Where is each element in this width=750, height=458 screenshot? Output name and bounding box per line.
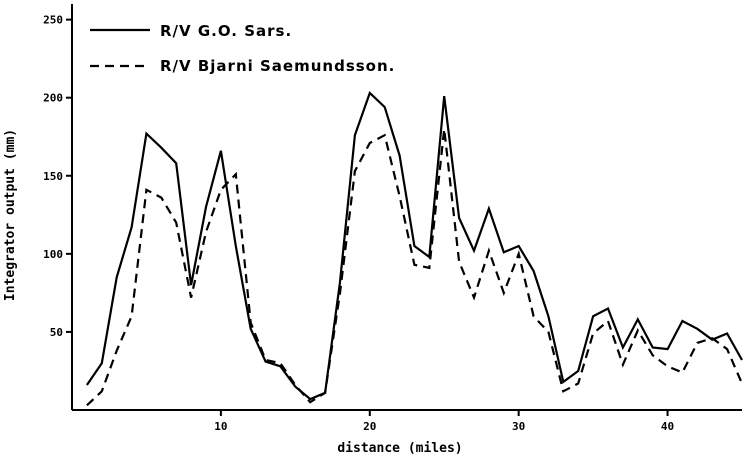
- y-axis-label: Integrator output (mm): [3, 129, 18, 301]
- legend: R/V G.O. Sars. R/V Bjarni Saemundsson.: [90, 22, 395, 75]
- series-group: [85, 91, 744, 407]
- legend-label-bjarni: R/V Bjarni Saemundsson.: [160, 57, 395, 75]
- ticks: 50 100 150 200 250 10 20 30 40: [43, 14, 674, 433]
- series-line-gosars: [85, 91, 743, 401]
- legend-label-gosars: R/V G.O. Sars.: [160, 22, 292, 40]
- x-tick-label: 20: [363, 420, 376, 433]
- x-axis-label: distance (miles): [337, 441, 462, 456]
- series-line-bjarni: [86, 128, 744, 407]
- y-tick-label: 50: [50, 326, 63, 339]
- y-tick-label: 100: [43, 248, 63, 261]
- x-tick-label: 40: [661, 420, 674, 433]
- y-tick-label: 250: [43, 14, 63, 27]
- y-tick-label: 200: [43, 92, 63, 105]
- x-tick-label: 10: [214, 420, 227, 433]
- y-tick-label: 150: [43, 170, 63, 183]
- axes: [71, 4, 742, 411]
- x-tick-label: 30: [512, 420, 525, 433]
